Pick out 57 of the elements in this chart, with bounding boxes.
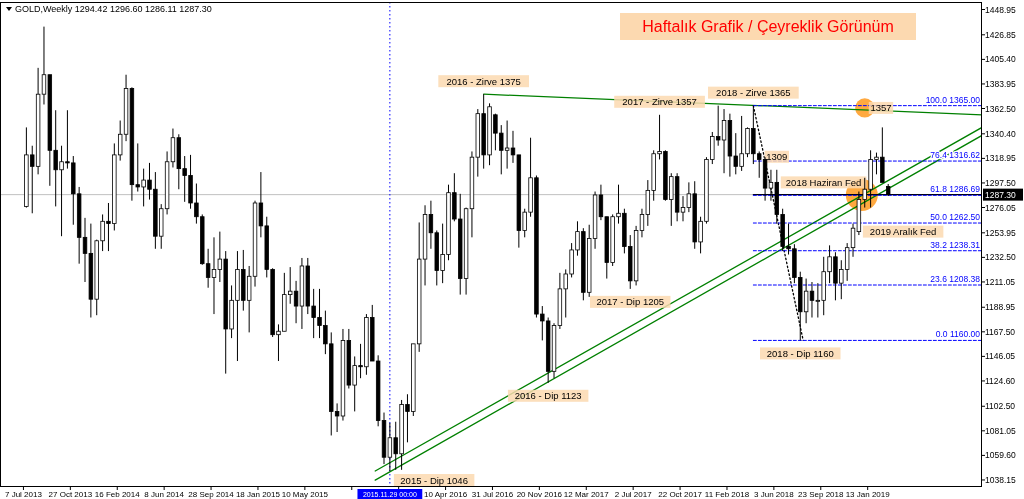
annotation: 1357 [870, 102, 892, 114]
annotation: 2016 - Dip 1123 [514, 390, 582, 402]
y-tick-label: 1362.50 [985, 103, 1016, 114]
y-tick-label: 1081.05 [985, 425, 1016, 436]
x-tick-label: 11 Feb 2018 [704, 490, 750, 499]
x-tick-label: 3 Jun 2018 [754, 490, 795, 499]
annotation: 2019 Aralık Fed [869, 226, 937, 238]
y-tick-label: 1276.05 [985, 202, 1016, 213]
series-label: 23.6 1208.38 [930, 274, 981, 285]
y-tick-label: 1167.50 [985, 326, 1016, 337]
x-tick-label: 10 May 2015 [281, 490, 329, 499]
y-tick-label: 1253.95 [985, 227, 1016, 238]
y-tick-label: 1188.95 [985, 302, 1016, 313]
y-tick-label: 1102.50 [985, 401, 1016, 412]
annotation: 2018 Haziran Fed [785, 176, 862, 188]
x-tick-label: 22 Oct 2017 [658, 490, 703, 499]
x-tick-label: 31 Jul 2016 [471, 490, 514, 499]
y-tick-label: 1405.40 [985, 54, 1016, 65]
x-tick-label: 7 Jul 2013 [4, 490, 43, 499]
annotation: 2018 - Zirve 1365 [716, 87, 791, 99]
y-tick-label: 1383.95 [985, 78, 1016, 89]
annotation: 2017 - Dip 1205 [596, 296, 665, 308]
y-tick-label: 1124.60 [985, 375, 1016, 386]
series-label: 0.0 1160.00 [935, 329, 981, 340]
series-label: 100.0 1365.00 [925, 94, 981, 105]
text: Haftalık Grafik / Çeyreklik Görünüm [642, 18, 894, 35]
y-tick-label: 1448.95 [985, 4, 1016, 15]
annotation: 2017 - Zirve 1357 [622, 96, 697, 108]
y-tick-label: 1297.50 [985, 177, 1016, 188]
x-tick-label: 27 Oct 2013 [48, 490, 93, 499]
annotation: 2015 - Dip 1046 [400, 474, 468, 486]
x-tick-label: 2 Jul 2017 [614, 490, 653, 499]
x-tick-label: 13 Jan 2019 [845, 490, 891, 499]
y-tick-label: 1038.15 [985, 474, 1016, 485]
ref-line-label: 1287.30 [985, 189, 1016, 200]
x-tick-label: 23 Sep 2018 [798, 490, 845, 499]
x-tick-label: 10 Apr 2016 [423, 490, 468, 499]
x-tick-label: 28 Sep 2014 [188, 490, 235, 499]
series-label: 61.8 1286.69 [930, 184, 981, 195]
x-tick-label: 20 Nov 2016 [516, 490, 563, 499]
annotation: 2016 - Zirve 1375 [446, 75, 521, 87]
x-tick-label: 16 Feb 2014 [94, 490, 141, 499]
y-tick-label: 1211.05 [985, 276, 1016, 287]
annotation: 1309 [766, 151, 788, 163]
annotation: 2018 - Dip 1160 [766, 347, 834, 359]
y-tick-label: 1146.05 [985, 351, 1016, 362]
x-tick-label: 12 Mar 2017 [563, 490, 610, 499]
y-tick-label: 1426.85 [985, 29, 1016, 40]
y-tick-label: 1059.60 [985, 450, 1016, 461]
x-tick-label: 18 Jan 2015 [235, 490, 281, 499]
x-tick-label: 8 Jun 2014 [144, 490, 185, 499]
chart-subtitle: GOLD,Weekly 1294.42 1296.60 1286.11 1287.30 [15, 4, 212, 14]
series-label: 38.2 1238.31 [930, 239, 981, 250]
y-tick-label: 1318.95 [985, 153, 1016, 164]
y-tick-label: 1340.40 [985, 128, 1016, 139]
y-tick-label: 1232.50 [985, 252, 1016, 263]
series-label: 50.0 1262.50 [930, 212, 981, 223]
